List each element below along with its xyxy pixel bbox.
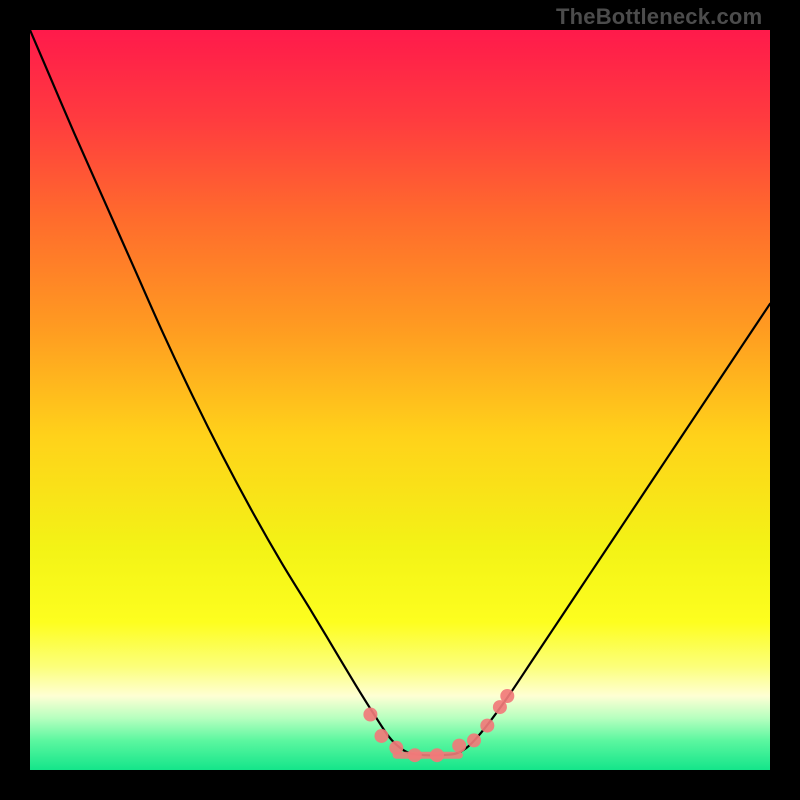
- highlight-marker: [408, 748, 422, 762]
- highlight-marker: [480, 719, 494, 733]
- highlight-marker: [375, 729, 389, 743]
- highlight-marker: [467, 733, 481, 747]
- valley-floor-band: [393, 752, 463, 759]
- highlight-marker: [452, 739, 466, 753]
- highlight-marker: [389, 741, 403, 755]
- watermark-text: TheBottleneck.com: [556, 4, 762, 30]
- outer-frame: [0, 0, 800, 800]
- highlight-marker: [363, 708, 377, 722]
- gradient-background: [30, 30, 770, 770]
- highlight-marker: [430, 748, 444, 762]
- plot-area: [30, 30, 770, 770]
- chart-svg: [30, 30, 770, 770]
- highlight-marker: [500, 689, 514, 703]
